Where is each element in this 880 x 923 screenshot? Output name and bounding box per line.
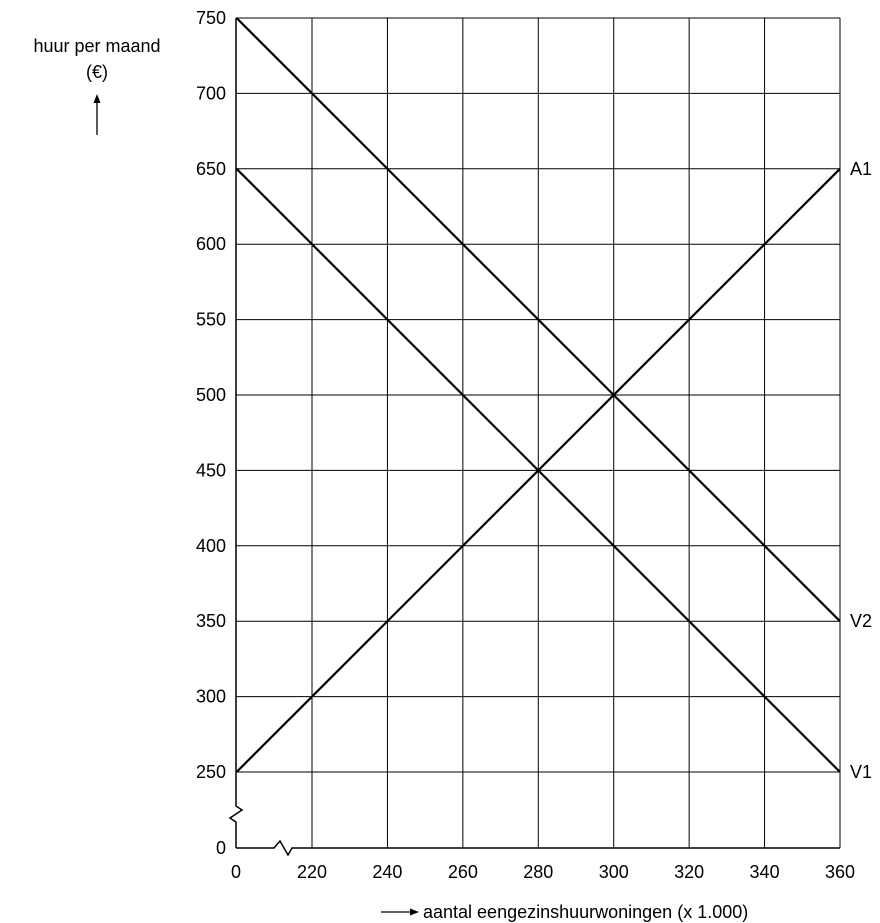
series-lines bbox=[235, 17, 841, 773]
y-tick-label-700: 700 bbox=[196, 83, 226, 103]
x-tick-label-220: 220 bbox=[297, 862, 327, 882]
grid-lines bbox=[236, 17, 841, 848]
y-tick-label-300: 300 bbox=[196, 687, 226, 707]
series-label-v1: V1 bbox=[850, 762, 872, 782]
y-tick-label-650: 650 bbox=[196, 159, 226, 179]
y-tick-label-350: 350 bbox=[196, 611, 226, 631]
series-label-v2: V2 bbox=[850, 611, 872, 631]
y-tick-label-750: 750 bbox=[196, 8, 226, 28]
y-tick-label-500: 500 bbox=[196, 385, 226, 405]
x-axis-arrow-icon bbox=[381, 908, 419, 916]
y-axis-arrow-icon bbox=[93, 94, 101, 135]
x-axis-title: aantal eengezinshuurwoningen (x 1.000) bbox=[423, 902, 748, 922]
x-tick-label-260: 260 bbox=[448, 862, 478, 882]
x-tick-label-340: 340 bbox=[750, 862, 780, 882]
x-tick-label-300: 300 bbox=[599, 862, 629, 882]
y-tick-label-250: 250 bbox=[196, 762, 226, 782]
y-tick-label-origin: 0 bbox=[216, 838, 226, 858]
axes bbox=[228, 18, 840, 857]
x-tick-label-360: 360 bbox=[825, 862, 855, 882]
series-line-v1 bbox=[235, 168, 841, 773]
y-axis-title-line2: (€) bbox=[86, 62, 108, 82]
tick-labels: A1 V2 V1 250 300 350 400 450 500 550 600 650 700 750 0… bbox=[196, 8, 872, 882]
x-tick-label-280: 280 bbox=[523, 862, 553, 882]
x-axis-break bbox=[270, 839, 840, 857]
series-line-v2 bbox=[235, 17, 841, 622]
x-tick-label-240: 240 bbox=[372, 862, 402, 882]
x-tick-label-320: 320 bbox=[674, 862, 704, 882]
y-tick-label-600: 600 bbox=[196, 234, 226, 254]
y-axis-title-line1: huur per maand bbox=[33, 36, 160, 56]
y-tick-label-450: 450 bbox=[196, 460, 226, 480]
series-label-a1: A1 bbox=[850, 159, 872, 179]
y-tick-label-400: 400 bbox=[196, 536, 226, 556]
x-tick-label-origin: 0 bbox=[231, 862, 241, 882]
y-axis-break bbox=[228, 802, 244, 848]
y-tick-label-550: 550 bbox=[196, 310, 226, 330]
